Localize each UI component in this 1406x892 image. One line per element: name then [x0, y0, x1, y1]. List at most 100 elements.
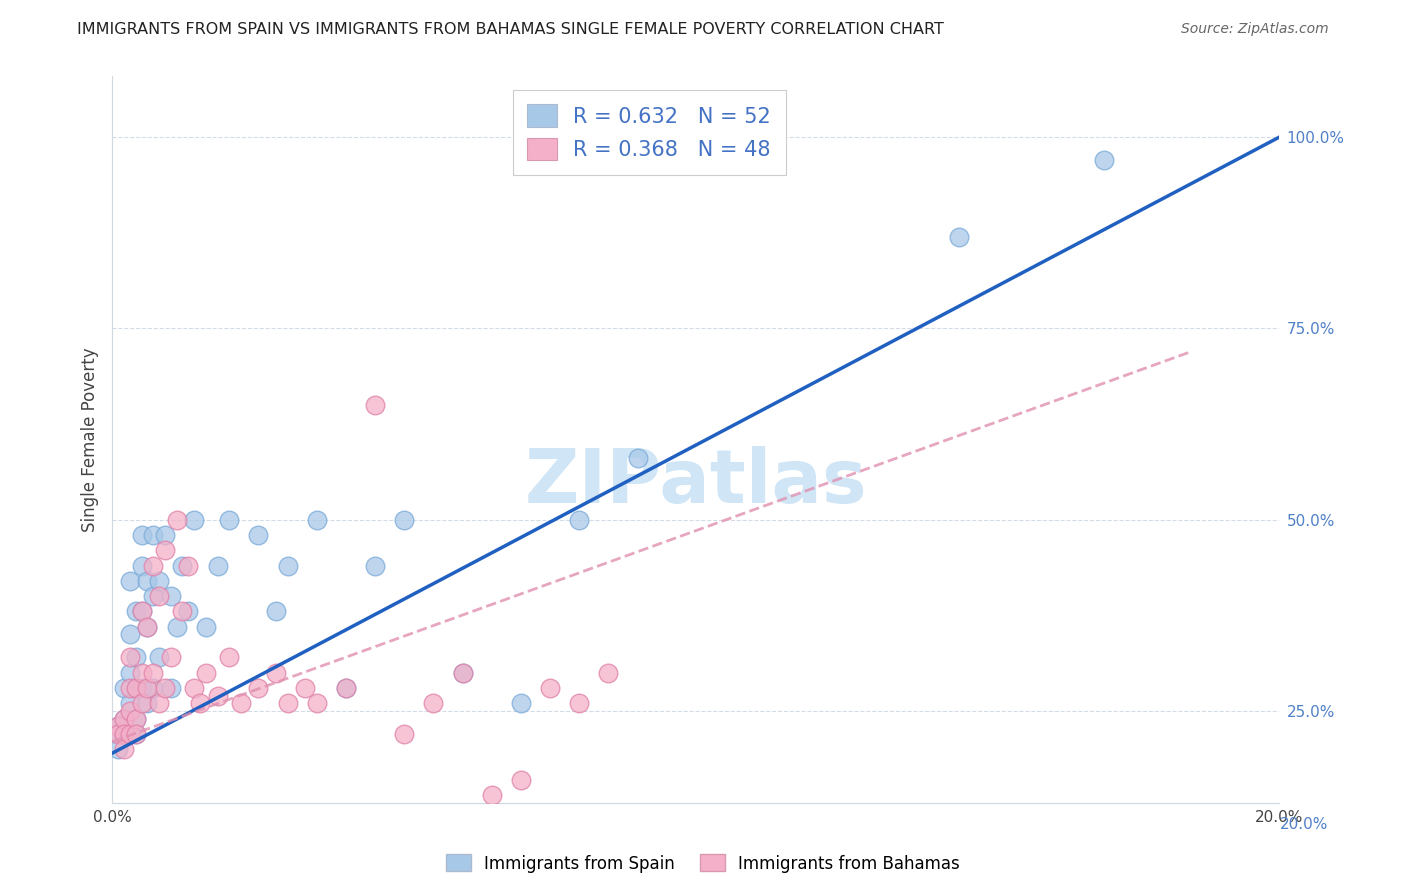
Point — [118, 627, 141, 641]
Point — [183, 513, 205, 527]
Point — [112, 681, 135, 695]
Text: ZIPatlas: ZIPatlas — [524, 446, 868, 519]
Point — [166, 620, 188, 634]
Point — [107, 727, 129, 741]
Point — [118, 696, 141, 710]
Point — [118, 727, 141, 741]
Point — [125, 712, 148, 726]
Point — [125, 727, 148, 741]
Point — [598, 665, 620, 680]
Point — [148, 696, 170, 710]
Point — [131, 558, 153, 573]
Text: Source: ZipAtlas.com: Source: ZipAtlas.com — [1181, 22, 1329, 37]
Point — [509, 696, 531, 710]
Point — [538, 681, 561, 695]
Point — [627, 451, 650, 466]
Point — [218, 513, 240, 527]
Point — [142, 558, 165, 573]
Point — [112, 727, 135, 741]
Point — [207, 558, 229, 573]
Point — [125, 712, 148, 726]
Point — [112, 712, 135, 726]
Point — [125, 681, 148, 695]
Point — [107, 719, 129, 733]
Point — [335, 681, 357, 695]
Point — [118, 665, 141, 680]
Point — [276, 696, 298, 710]
Point — [509, 772, 531, 787]
Point — [153, 528, 176, 542]
Point — [276, 558, 298, 573]
Point — [118, 704, 141, 718]
Point — [207, 689, 229, 703]
Point — [160, 650, 183, 665]
Point — [172, 605, 194, 619]
Legend: R = 0.632   N = 52, R = 0.368   N = 48: R = 0.632 N = 52, R = 0.368 N = 48 — [513, 90, 786, 175]
Point — [112, 727, 135, 741]
Y-axis label: Single Female Poverty: Single Female Poverty — [80, 347, 98, 532]
Point — [118, 727, 141, 741]
Point — [394, 513, 416, 527]
Point — [131, 605, 153, 619]
Point — [107, 742, 129, 756]
Point — [131, 605, 153, 619]
Point — [160, 681, 183, 695]
Point — [177, 558, 200, 573]
Point — [481, 788, 503, 802]
Point — [568, 696, 591, 710]
Point — [148, 650, 170, 665]
Point — [136, 681, 159, 695]
Point — [112, 742, 135, 756]
Point — [294, 681, 316, 695]
Point — [177, 605, 200, 619]
Point — [131, 528, 153, 542]
Point — [131, 681, 153, 695]
Point — [142, 589, 165, 603]
Point — [172, 558, 194, 573]
Point — [166, 513, 188, 527]
Text: IMMIGRANTS FROM SPAIN VS IMMIGRANTS FROM BAHAMAS SINGLE FEMALE POVERTY CORRELATI: IMMIGRANTS FROM SPAIN VS IMMIGRANTS FROM… — [77, 22, 945, 37]
Point — [125, 681, 148, 695]
Point — [422, 696, 444, 710]
Point — [112, 727, 135, 741]
Point — [107, 727, 129, 741]
Point — [142, 665, 165, 680]
Point — [112, 712, 135, 726]
Point — [142, 681, 165, 695]
Point — [194, 620, 217, 634]
Point — [148, 589, 170, 603]
Point — [107, 719, 129, 733]
Point — [247, 528, 270, 542]
Point — [264, 605, 287, 619]
Point — [118, 650, 141, 665]
Point — [335, 681, 357, 695]
Point — [247, 681, 270, 695]
Point — [131, 696, 153, 710]
Point — [153, 543, 176, 558]
Point — [136, 620, 159, 634]
Point — [125, 605, 148, 619]
Point — [148, 574, 170, 588]
Point — [131, 665, 153, 680]
Point — [305, 696, 328, 710]
Point — [451, 665, 474, 680]
Point — [136, 620, 159, 634]
Point — [568, 513, 591, 527]
Text: 20.0%: 20.0% — [1279, 817, 1327, 832]
Point — [118, 574, 141, 588]
Point — [364, 398, 387, 412]
Point — [188, 696, 211, 710]
Point — [948, 229, 970, 244]
Point — [153, 681, 176, 695]
Point — [136, 574, 159, 588]
Point — [305, 513, 328, 527]
Point — [125, 727, 148, 741]
Point — [394, 727, 416, 741]
Point — [183, 681, 205, 695]
Point — [125, 650, 148, 665]
Point — [136, 696, 159, 710]
Point — [194, 665, 217, 680]
Point — [451, 665, 474, 680]
Point — [264, 665, 287, 680]
Point — [1094, 153, 1116, 167]
